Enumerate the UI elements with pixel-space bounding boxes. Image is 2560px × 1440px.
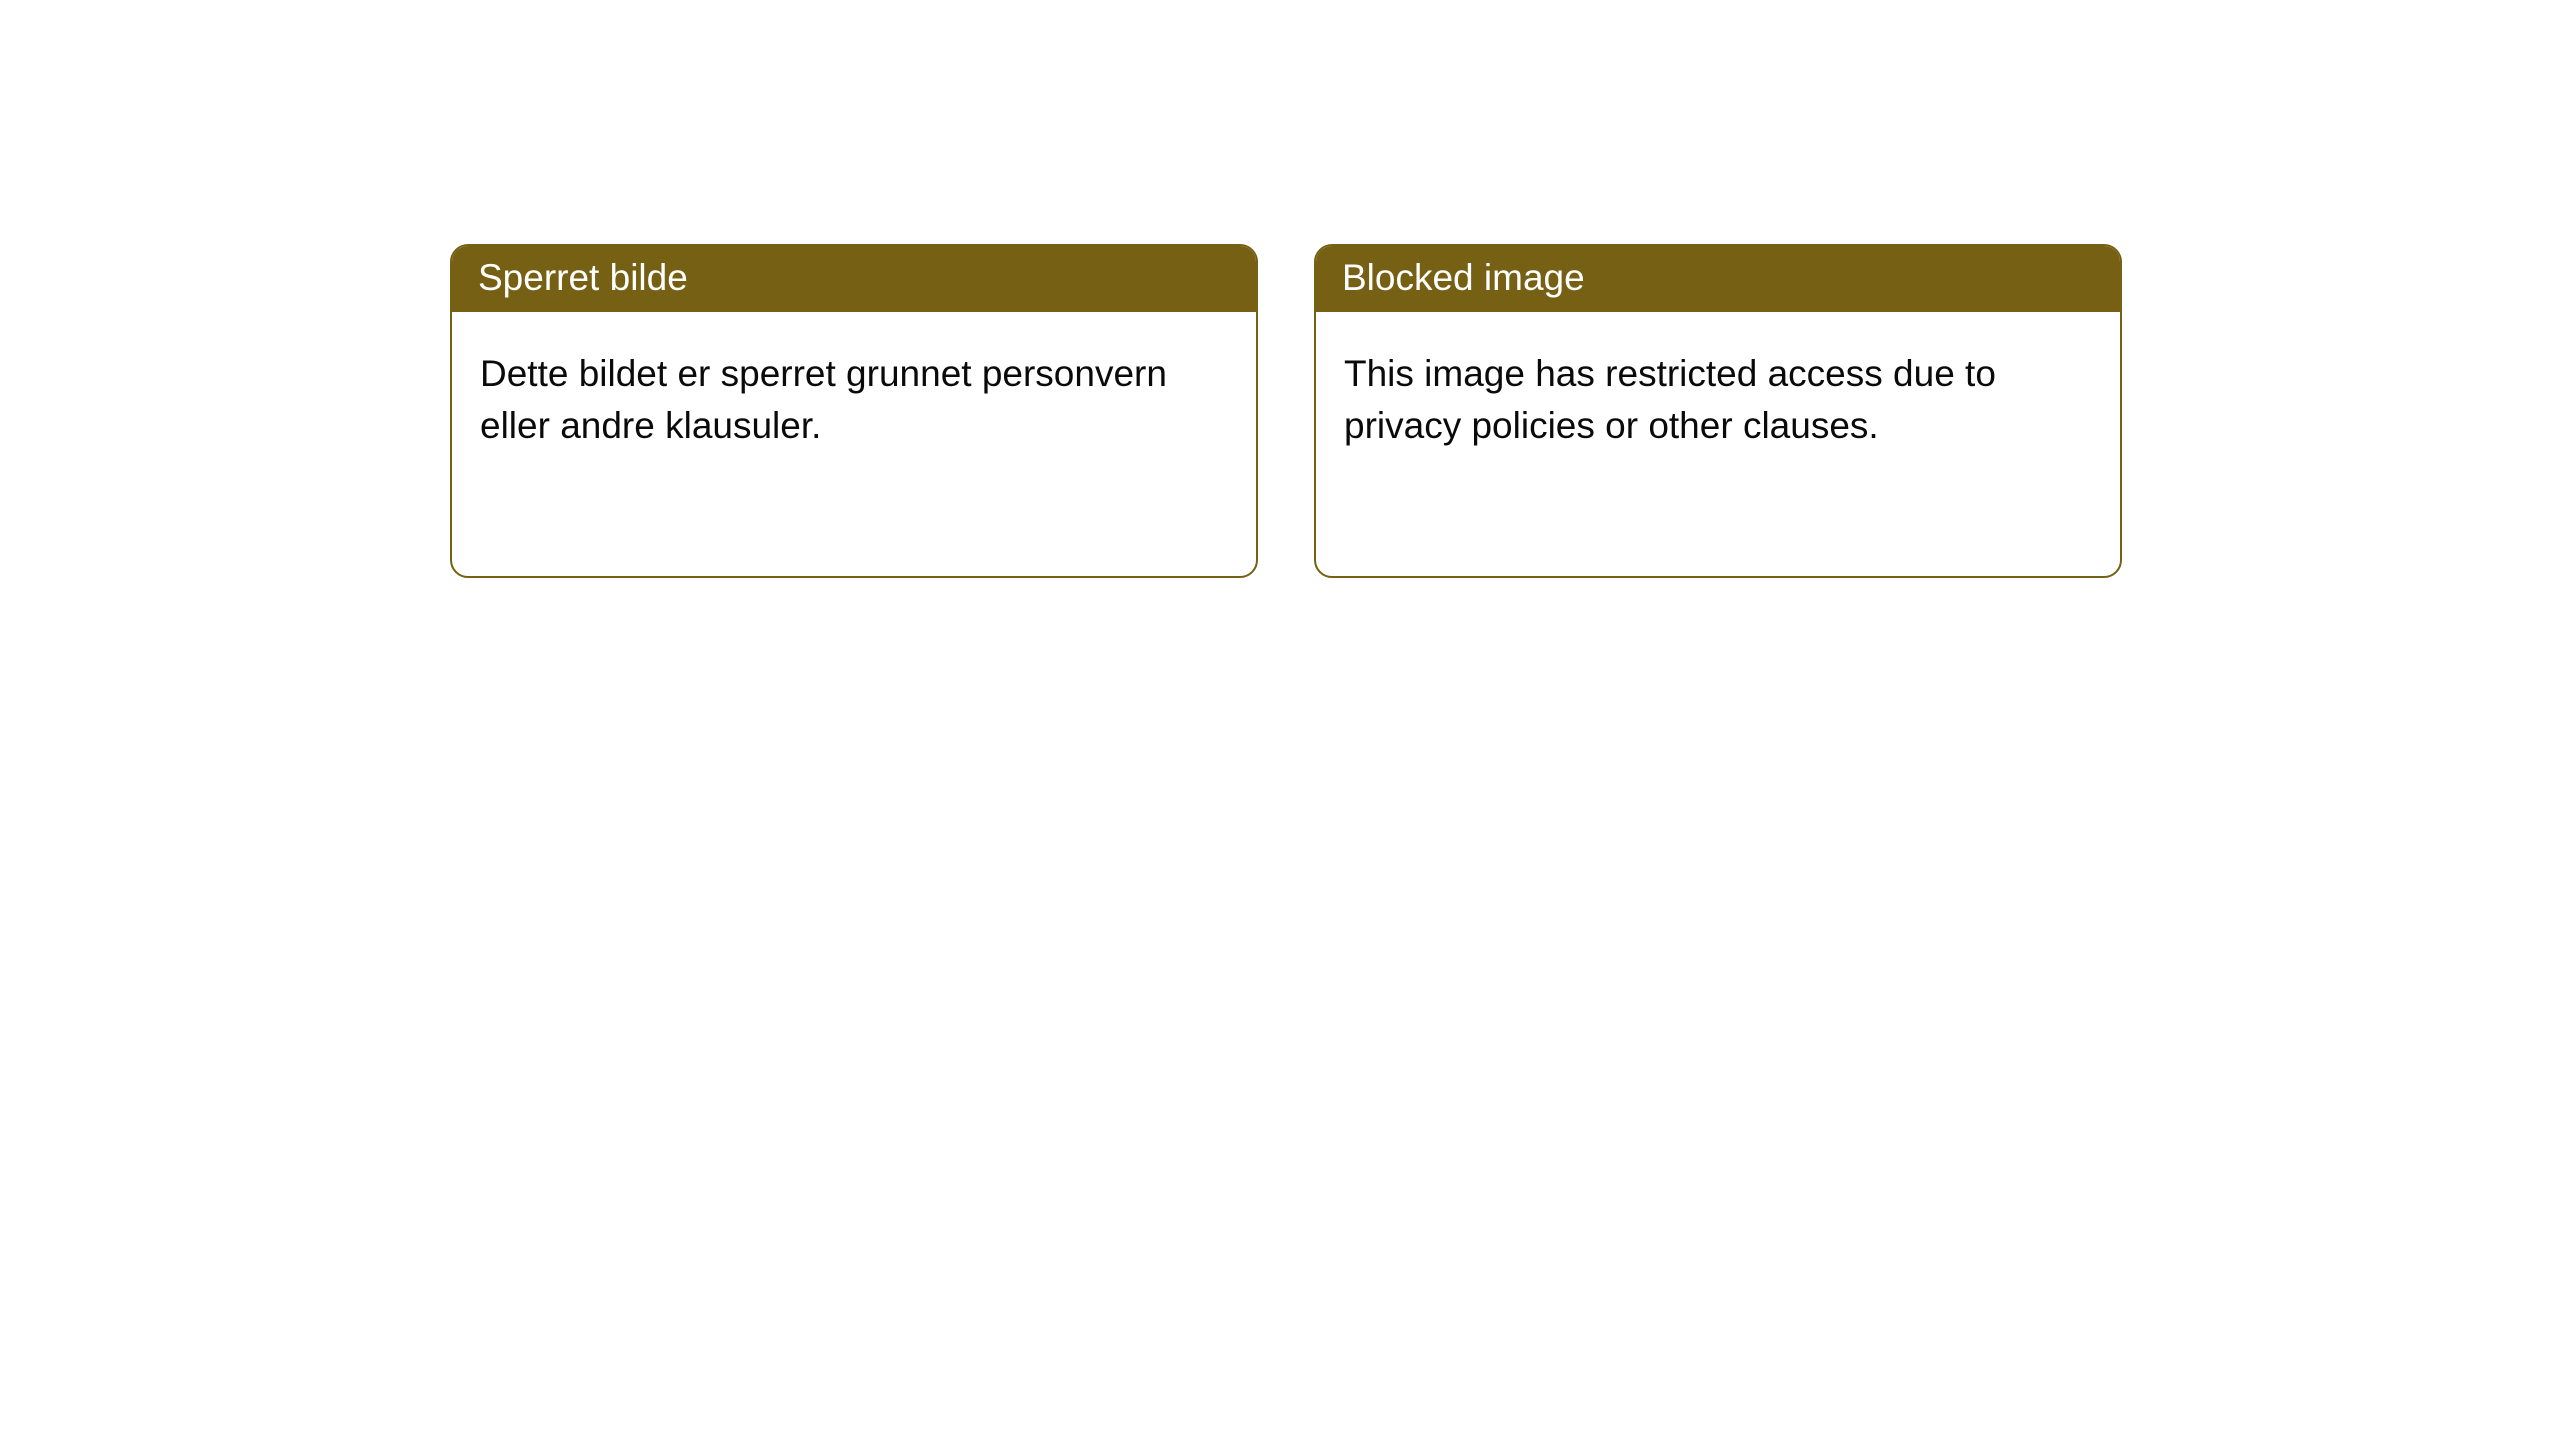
blocked-image-card-norwegian: Sperret bilde Dette bildet er sperret gr… [450, 244, 1258, 578]
notice-container: Sperret bilde Dette bildet er sperret gr… [0, 0, 2560, 578]
card-header-english: Blocked image [1316, 246, 2120, 312]
card-header-norwegian: Sperret bilde [452, 246, 1256, 312]
card-message-norwegian: Dette bildet er sperret grunnet personve… [480, 353, 1167, 446]
blocked-image-card-english: Blocked image This image has restricted … [1314, 244, 2122, 578]
card-body-english: This image has restricted access due to … [1316, 312, 2120, 480]
card-body-norwegian: Dette bildet er sperret grunnet personve… [452, 312, 1256, 480]
card-title-english: Blocked image [1342, 257, 1585, 298]
card-message-english: This image has restricted access due to … [1344, 353, 1996, 446]
card-title-norwegian: Sperret bilde [478, 257, 688, 298]
